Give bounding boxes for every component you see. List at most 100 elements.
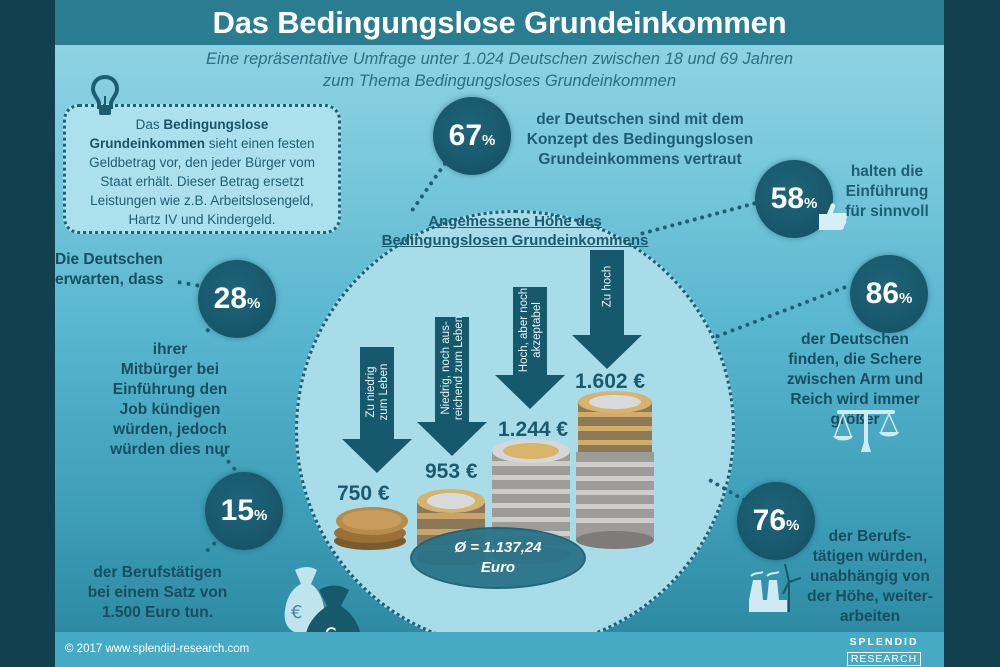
subtitle-line-1: Eine repräsentative Umfrage unter 1.024 … <box>205 50 794 68</box>
svg-text:€: € <box>291 602 302 623</box>
stat-28-text: ihrer Mitbürger bei Einführung den Job k… <box>95 340 245 460</box>
average-unit: Euro <box>480 559 516 576</box>
definition-text: sieht einen festen Geldbetrag vor, den j… <box>89 136 315 227</box>
arrow-shaft <box>590 250 624 335</box>
stat-28-intro-line: erwarten, dass <box>55 271 164 288</box>
stat-bubble-76: 76% <box>737 482 815 560</box>
chart-title-line-2: Bedingungslosen Grundeinkommens <box>381 232 649 249</box>
bar-label-line: Niedrig, noch aus- <box>440 321 452 415</box>
stat-15-percent: % <box>254 507 268 524</box>
value-1602: 1.602 € <box>575 370 646 393</box>
stat-28-line: Einführung den <box>112 381 228 398</box>
stat-28-line: würden dies nur <box>110 441 230 458</box>
stat-67-percent: % <box>482 132 496 149</box>
subtitle-line-2: zum Thema Bedingungsloses Grundeinkommen <box>322 72 677 90</box>
coin-stack-750 <box>334 507 408 550</box>
bar-arrow-niedrig-ausreichend: Niedrig, noch aus- reichend zum Leben <box>417 316 489 457</box>
coin-stack-1602 <box>576 391 654 549</box>
stat-67-line: Grundeinkommens vertraut <box>538 151 742 168</box>
stat-15-text: der Berufstätigen bei einem Satz von 1.5… <box>70 563 245 623</box>
bar-label-line: Zu niedrig <box>365 366 377 418</box>
arrow-head <box>572 335 642 369</box>
stat-67-line: der Deutschen sind mit dem <box>536 111 744 128</box>
stat-76-value: 76 <box>752 504 787 537</box>
stat-28-line: ihrer <box>152 341 188 358</box>
stat-28-line: Mitbürger bei <box>120 361 220 378</box>
arrow-shaft <box>435 317 469 422</box>
stat-76-line: arbeiten <box>839 608 901 625</box>
left-frame <box>0 0 55 667</box>
stat-76-line: der Berufs- <box>828 528 912 545</box>
stat-28-intro-line: Die Deutschen <box>55 251 163 268</box>
copyright-link[interactable]: © 2017 www.splendid-research.com <box>65 643 250 655</box>
stat-58-line: halten die <box>850 163 924 180</box>
bar-label-line: reichend zum Leben <box>453 315 465 421</box>
logo-line-2: RESEARCH <box>846 652 922 666</box>
stat-76-line: tätigen würden, <box>812 548 928 565</box>
subtitle: Eine repräsentative Umfrage unter 1.024 … <box>55 48 944 92</box>
stat-58-text: halten die Einführung für sinnvoll <box>837 162 937 222</box>
bar-label-zu-hoch: Zu hoch <box>602 251 615 323</box>
connector-67 <box>410 160 448 213</box>
bar-label-line: Zu hoch <box>601 265 614 308</box>
chart-title-line-1: Angemessene Höhe des <box>428 213 602 230</box>
arrow-head <box>417 422 487 456</box>
stat-76-percent: % <box>786 517 800 534</box>
stat-28-intro: Die Deutschen erwarten, dass <box>55 250 183 290</box>
definition-prefix: Das <box>135 117 164 132</box>
stat-bubble-67: 67% <box>433 97 511 175</box>
bar-label-zu-niedrig: Zu niedrig zum Leben <box>365 347 391 437</box>
stat-15-line: der Berufstätigen <box>93 564 222 581</box>
stat-86-line: Reich wird immer <box>790 391 920 408</box>
bar-label-line: Hoch, aber noch <box>518 287 530 373</box>
stat-86-value: 86 <box>865 277 900 310</box>
stat-86-line: finden, die Schere <box>788 351 922 368</box>
bar-label-niedrig-ausreichend: Niedrig, noch aus- reichend zum Leben <box>440 302 466 434</box>
definition-box: Das Bedingungslose Grundeinkommen sieht … <box>63 104 341 234</box>
lightbulb-icon <box>90 74 120 115</box>
stat-67-text: der Deutschen sind mit dem Konzept des B… <box>520 110 760 170</box>
stat-58-line: Einführung <box>845 183 929 200</box>
stat-86-line: der Deutschen <box>801 331 909 348</box>
average-badge: Ø = 1.137,24 Euro <box>410 527 586 589</box>
stat-67-value: 67 <box>448 119 483 152</box>
stat-15-value: 15 <box>220 494 255 527</box>
definition-bold-2: Grundeinkommen <box>89 136 205 151</box>
stat-28-line: würden, jedoch <box>113 421 227 438</box>
definition-bold-1: Bedingungslose <box>163 117 269 132</box>
bar-arrow-zu-hoch: Zu hoch <box>572 250 644 370</box>
average-value: Ø = 1.137,24 <box>454 539 542 556</box>
value-1244: 1.244 € <box>498 418 569 441</box>
stat-58-line: für sinnvoll <box>845 203 929 220</box>
stat-76-text: der Berufs- tätigen würden, unabhängig v… <box>805 527 935 627</box>
arrow-shaft <box>513 287 547 375</box>
arrow-head <box>342 439 412 473</box>
footer <box>55 632 944 667</box>
thumbs-up-icon <box>819 203 848 230</box>
bar-label-line: zum Leben <box>378 363 390 421</box>
right-frame <box>944 0 1000 667</box>
bar-label-line: akzeptabel <box>531 302 543 358</box>
stat-58-percent: % <box>804 195 818 212</box>
page-title: Das Bedingungslose Grundeinkommen <box>55 0 944 45</box>
stat-28-percent: % <box>247 295 261 312</box>
stat-15-line: bei einem Satz von <box>87 584 228 601</box>
arrow-head <box>495 375 565 409</box>
stat-bubble-86: 86% <box>850 255 928 333</box>
bar-label-hoch-akzeptabel: Hoch, aber noch akzeptabel <box>518 280 544 380</box>
splendid-research-logo: SPLENDID RESEARCH <box>838 636 930 667</box>
arrow-shaft <box>360 347 394 439</box>
stat-bubble-28: 28% <box>198 260 276 338</box>
factory-windmill-icon <box>749 563 801 612</box>
chart-title: Angemessene Höhe des Bedingungslosen Gru… <box>345 212 685 250</box>
stat-58-value: 58 <box>770 182 805 215</box>
stat-15-line: 1.500 Euro tun. <box>101 604 214 621</box>
stat-76-line: unabhängig von <box>810 568 930 585</box>
bar-arrow-hoch-akzeptabel: Hoch, aber noch akzeptabel <box>495 287 567 412</box>
stat-28-line: Job kündigen <box>119 401 221 418</box>
bar-arrow-zu-niedrig: Zu niedrig zum Leben <box>342 347 414 473</box>
stat-28-value: 28 <box>213 282 248 315</box>
logo-line-1: SPLENDID <box>849 636 919 648</box>
infographic: Das Bedingungslose Grundeinkommen Eine r… <box>55 0 944 667</box>
value-750: 750 € <box>337 482 390 505</box>
